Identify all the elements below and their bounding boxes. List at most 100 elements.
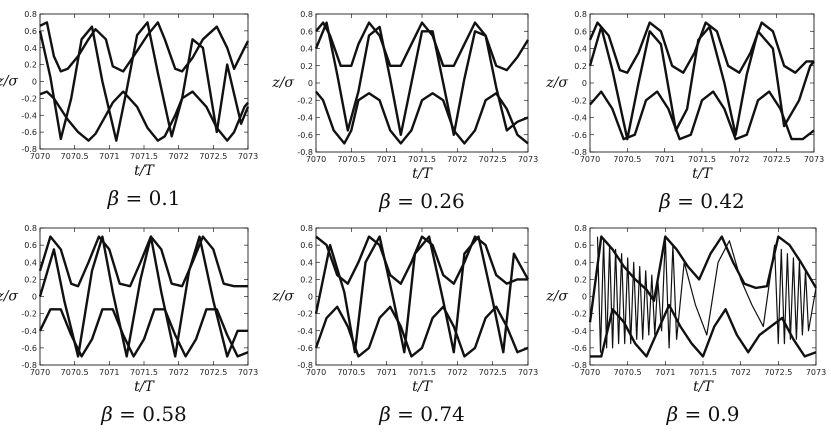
y-tick-label: -0.6 [571,131,587,140]
x-tick-label: 7071 [654,155,674,164]
x-tick-label: 7072 [729,155,749,164]
x-tick-label: 7073 [804,155,824,164]
y-tick-label: 0.2 [574,62,587,71]
y-tick-label: 0 [308,293,313,302]
beta-caption: β = 0.9 [666,402,740,426]
x-tick-label: 7072 [168,368,188,377]
x-tick-label: 7070.5 [61,152,89,161]
x-tick-label: 7070 [30,368,50,377]
y-tick-label: -0.4 [297,327,313,336]
beta-symbol: β [666,402,679,426]
beta-caption: β = 0.74 [378,402,465,426]
x-tick-label: 7070 [306,155,326,164]
x-tick-label: 7070.5 [337,368,365,377]
x-tick-label: 7073 [238,368,258,377]
beta-caption: β = 0.42 [658,189,745,213]
y-tick-label: 0 [582,293,587,302]
beta-value: = 0.42 [671,189,745,213]
y-axis-label: z/σ [271,289,294,305]
x-tick-label: 7071.5 [130,152,158,161]
y-tick-label: -0.6 [297,131,313,140]
x-tick-label: 7072.5 [479,368,507,377]
series-line-3 [588,25,815,141]
beta-symbol: β [378,189,391,213]
x-tick-label: 7071 [655,368,675,377]
y-tick-label: -0.8 [571,361,587,370]
series-line-1 [588,21,814,74]
y-tick-label: 0.8 [24,224,37,233]
x-tick-label: 7070 [580,155,600,164]
y-axis-label: z/σ [545,289,568,305]
series-line-1 [315,235,528,285]
x-tick-label: 7071.5 [689,368,717,377]
y-tick-label: 0.8 [574,10,587,19]
x-tick-label: 7072.5 [764,368,792,377]
y-tick-label: 0.2 [300,62,313,71]
y-tick-label: 0.6 [24,241,37,250]
series-line-2 [315,90,529,145]
series-line-3 [38,21,250,142]
x-tick-label: 7070.5 [61,368,89,377]
x-tick-label: 7071.5 [688,155,716,164]
x-tick-label: 7071 [376,155,396,164]
y-tick-label: -0.6 [297,344,313,353]
y-tick-label: 0.2 [574,275,587,284]
x-tick-label: 7071.5 [408,155,436,164]
x-tick-label: 7070 [30,152,50,161]
x-tick-label: 7072 [447,155,467,164]
y-tick-label: -0.8 [297,361,313,370]
y-tick-label: 0 [308,79,313,88]
y-tick-label: 0.8 [574,224,587,233]
y-tick-label: -0.4 [21,111,37,120]
y-tick-label: -0.8 [297,148,313,157]
y-tick-label: 0 [32,293,37,302]
y-tick-label: -0.2 [571,96,587,105]
x-tick-label: 7073 [806,368,826,377]
series-line-3 [596,236,817,353]
y-tick-label: -0.2 [21,310,37,319]
x-tick-label: 7072 [730,368,750,377]
x-tick-label: 7072.5 [199,368,227,377]
y-tick-label: -0.4 [21,327,37,336]
x-tick-label: 7070.5 [614,368,642,377]
y-tick-label: -0.6 [21,128,37,137]
series-line-2 [39,90,249,142]
y-tick-label: 0.2 [24,275,37,284]
y-axis-label: z/σ [271,75,294,91]
beta-value: = 0.9 [678,402,739,426]
x-tick-label: 7073 [518,155,538,164]
y-tick-label: 0.6 [24,27,37,36]
beta-symbol: β [378,402,391,426]
y-tick-label: 0.6 [300,241,313,250]
y-axis-label: z/σ [545,75,568,91]
y-tick-label: 0.6 [574,241,587,250]
beta-value: = 0.74 [391,402,465,426]
beta-caption: β = 0.26 [378,189,465,213]
beta-value: = 0.58 [113,402,187,426]
y-tick-label: -0.8 [21,145,37,154]
beta-caption: β = 0.1 [107,186,181,210]
x-axis-label: t/T [412,379,433,395]
x-tick-label: 7072 [168,152,188,161]
beta-symbol: β [658,189,671,213]
series-line-3 [314,235,530,354]
y-tick-label: 0.6 [300,27,313,36]
y-tick-label: -0.2 [571,310,587,319]
x-tick-label: 7070 [580,368,600,377]
y-tick-label: -0.4 [571,114,587,123]
y-tick-label: -0.6 [21,344,37,353]
x-tick-label: 7073 [518,368,538,377]
x-tick-label: 7072.5 [199,152,227,161]
beta-symbol: β [100,402,113,426]
series-line-1 [38,235,248,288]
beta-caption: β = 0.58 [100,402,187,426]
y-tick-label: 0.4 [574,258,587,267]
y-tick-label: -0.2 [21,94,37,103]
y-tick-label: 0.6 [574,27,587,36]
y-tick-label: -0.8 [21,361,37,370]
series-line-3 [38,235,248,358]
